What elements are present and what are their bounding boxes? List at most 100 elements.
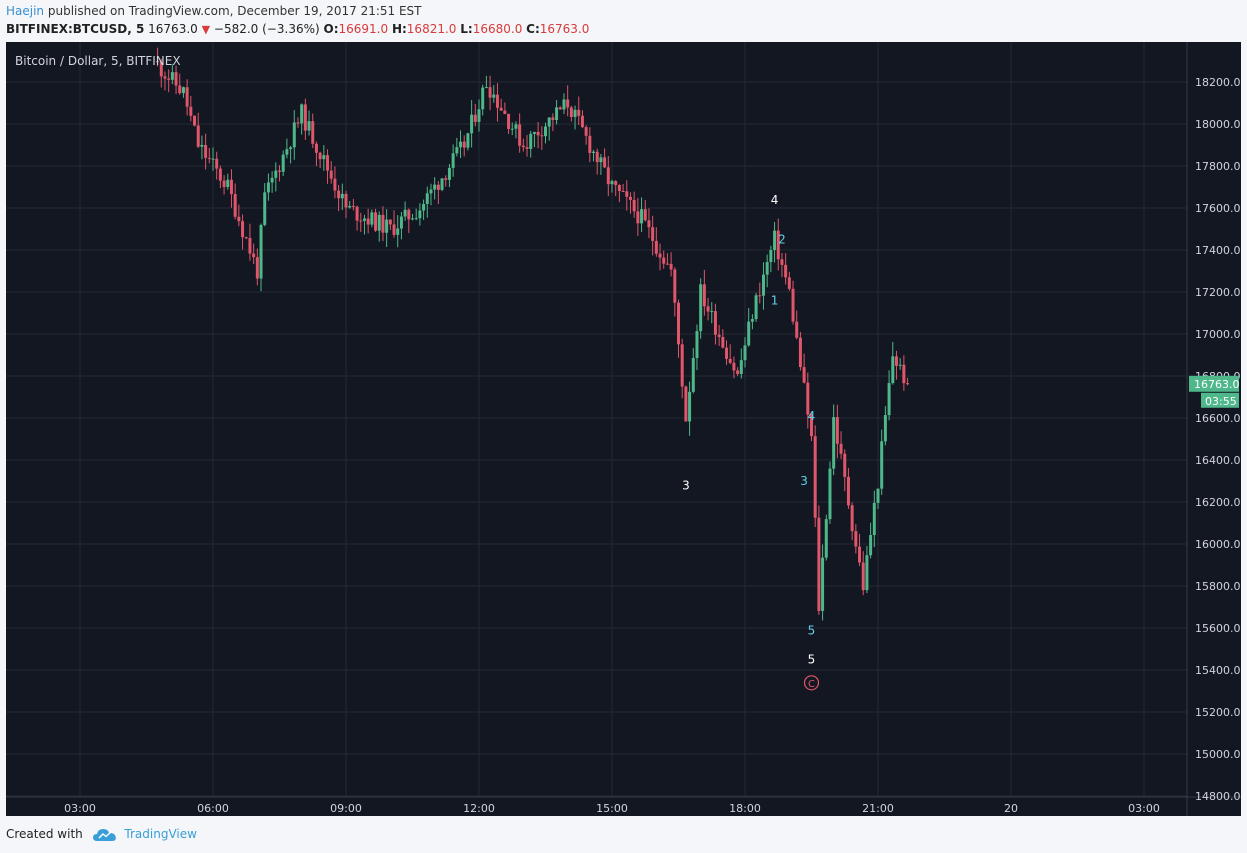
candle-body bbox=[440, 178, 444, 190]
author-link[interactable]: Haejin bbox=[6, 4, 45, 18]
price-tick-label: 17800.0 bbox=[1195, 160, 1241, 173]
candle-body bbox=[318, 152, 322, 160]
candle-body bbox=[536, 131, 540, 136]
candle-body bbox=[296, 122, 300, 124]
candle-body bbox=[344, 193, 348, 208]
candle-body bbox=[544, 126, 547, 137]
candle-body bbox=[414, 218, 418, 220]
candle-body bbox=[425, 193, 429, 204]
candle-body bbox=[407, 209, 411, 220]
candle-body bbox=[806, 382, 810, 415]
candle-body bbox=[248, 238, 252, 254]
candle-body bbox=[710, 311, 714, 313]
candle-body bbox=[750, 319, 754, 322]
time-tick-label: 21:00 bbox=[862, 802, 894, 815]
candle-body bbox=[876, 488, 880, 503]
candle-body bbox=[370, 212, 374, 225]
candle-body bbox=[625, 191, 629, 197]
price-tick-label: 15600.0 bbox=[1195, 622, 1241, 635]
last-price: 16763.0 bbox=[148, 22, 198, 36]
down-triangle-icon: ▼ bbox=[201, 23, 211, 36]
candle-body bbox=[880, 441, 884, 489]
price-tick-label: 17400.0 bbox=[1195, 244, 1241, 257]
candle-body bbox=[337, 190, 341, 199]
candle-body bbox=[769, 250, 773, 263]
candle-body bbox=[725, 347, 729, 359]
candle-body bbox=[178, 85, 182, 94]
candle-body bbox=[850, 505, 854, 532]
candle-body bbox=[447, 167, 451, 180]
candle-body bbox=[185, 87, 189, 107]
candle-body bbox=[569, 107, 573, 118]
candle-body bbox=[891, 356, 895, 384]
countdown-label: 03:55 bbox=[1205, 395, 1237, 408]
candle-body bbox=[736, 370, 740, 374]
candle-body bbox=[669, 263, 673, 270]
candle-body bbox=[662, 257, 666, 264]
created-with-text: Created with bbox=[6, 827, 83, 841]
chart-frame[interactable]: 14800.0 15000.0 15200.0 15400.0 15600.0 15800… bbox=[6, 42, 1241, 816]
candle-body bbox=[858, 546, 862, 563]
high-value: 16821.0 bbox=[406, 22, 457, 36]
price-axis: 14800.0 15000.0 15200.0 15400.0 15600.0 15800… bbox=[1195, 76, 1241, 803]
candle-body bbox=[839, 443, 843, 454]
candle-body bbox=[259, 224, 263, 279]
candle-body bbox=[252, 253, 256, 258]
candle-body bbox=[795, 321, 799, 338]
wave-label: 3 bbox=[682, 478, 690, 492]
candle-body bbox=[374, 212, 378, 231]
candle-body bbox=[396, 228, 400, 235]
candle-body bbox=[459, 141, 463, 148]
candle-body bbox=[385, 219, 389, 233]
candle-body bbox=[499, 107, 503, 111]
footer: Created with TradingView bbox=[6, 827, 197, 842]
price-tag-box bbox=[1189, 375, 1239, 392]
candle-body bbox=[573, 109, 577, 118]
candle-body bbox=[787, 277, 791, 289]
wave-label: 2 bbox=[778, 233, 786, 247]
price-tick-label: 16200.0 bbox=[1195, 496, 1241, 509]
candle-body bbox=[824, 519, 828, 558]
candle-body bbox=[717, 334, 721, 337]
candle-body bbox=[159, 62, 163, 77]
candle-body bbox=[237, 216, 241, 222]
open-label: O: bbox=[323, 22, 339, 36]
price-tick-label: 14800.0 bbox=[1195, 790, 1241, 803]
time-tick-label: 03:00 bbox=[1128, 802, 1160, 815]
candle-body bbox=[898, 364, 902, 366]
candle-body bbox=[872, 502, 876, 536]
candle-body bbox=[222, 180, 226, 188]
tradingview-link[interactable]: TradingView bbox=[124, 827, 197, 841]
candle-body bbox=[329, 170, 333, 179]
symbol-label: BITFINEX:BTCUSD, 5 bbox=[6, 22, 145, 36]
price-tick-label: 16000.0 bbox=[1195, 538, 1241, 551]
candle-body bbox=[658, 253, 662, 258]
candle-body bbox=[156, 61, 160, 63]
candle-body bbox=[680, 344, 684, 387]
candle-body bbox=[200, 144, 204, 147]
candle-body bbox=[599, 157, 603, 163]
time-tick-label: 03:00 bbox=[64, 802, 96, 815]
candle-body bbox=[510, 128, 514, 130]
candle-body bbox=[695, 331, 699, 359]
candle-body bbox=[562, 99, 566, 110]
candle-body bbox=[603, 157, 607, 168]
price-tick-label: 16600.0 bbox=[1195, 412, 1241, 425]
candle-body bbox=[673, 269, 677, 303]
candle-body bbox=[274, 170, 278, 178]
candle-body bbox=[810, 414, 813, 437]
low-value: 16680.0 bbox=[472, 22, 523, 36]
candle-body bbox=[226, 179, 230, 188]
high-label: H: bbox=[391, 22, 407, 36]
candle-body bbox=[488, 87, 492, 98]
price-tick-label: 17200.0 bbox=[1195, 286, 1241, 299]
wave-label: 5 bbox=[808, 653, 816, 667]
candle-body bbox=[311, 121, 315, 144]
price-tick-label: 15000.0 bbox=[1195, 748, 1241, 761]
candle-body bbox=[507, 113, 511, 129]
candle-body bbox=[761, 274, 765, 296]
price-chart[interactable]: 14800.0 15000.0 15200.0 15400.0 15600.0 15800… bbox=[6, 42, 1241, 816]
candle-body bbox=[651, 227, 655, 241]
candle-body bbox=[348, 206, 352, 208]
candle-body bbox=[835, 417, 839, 444]
